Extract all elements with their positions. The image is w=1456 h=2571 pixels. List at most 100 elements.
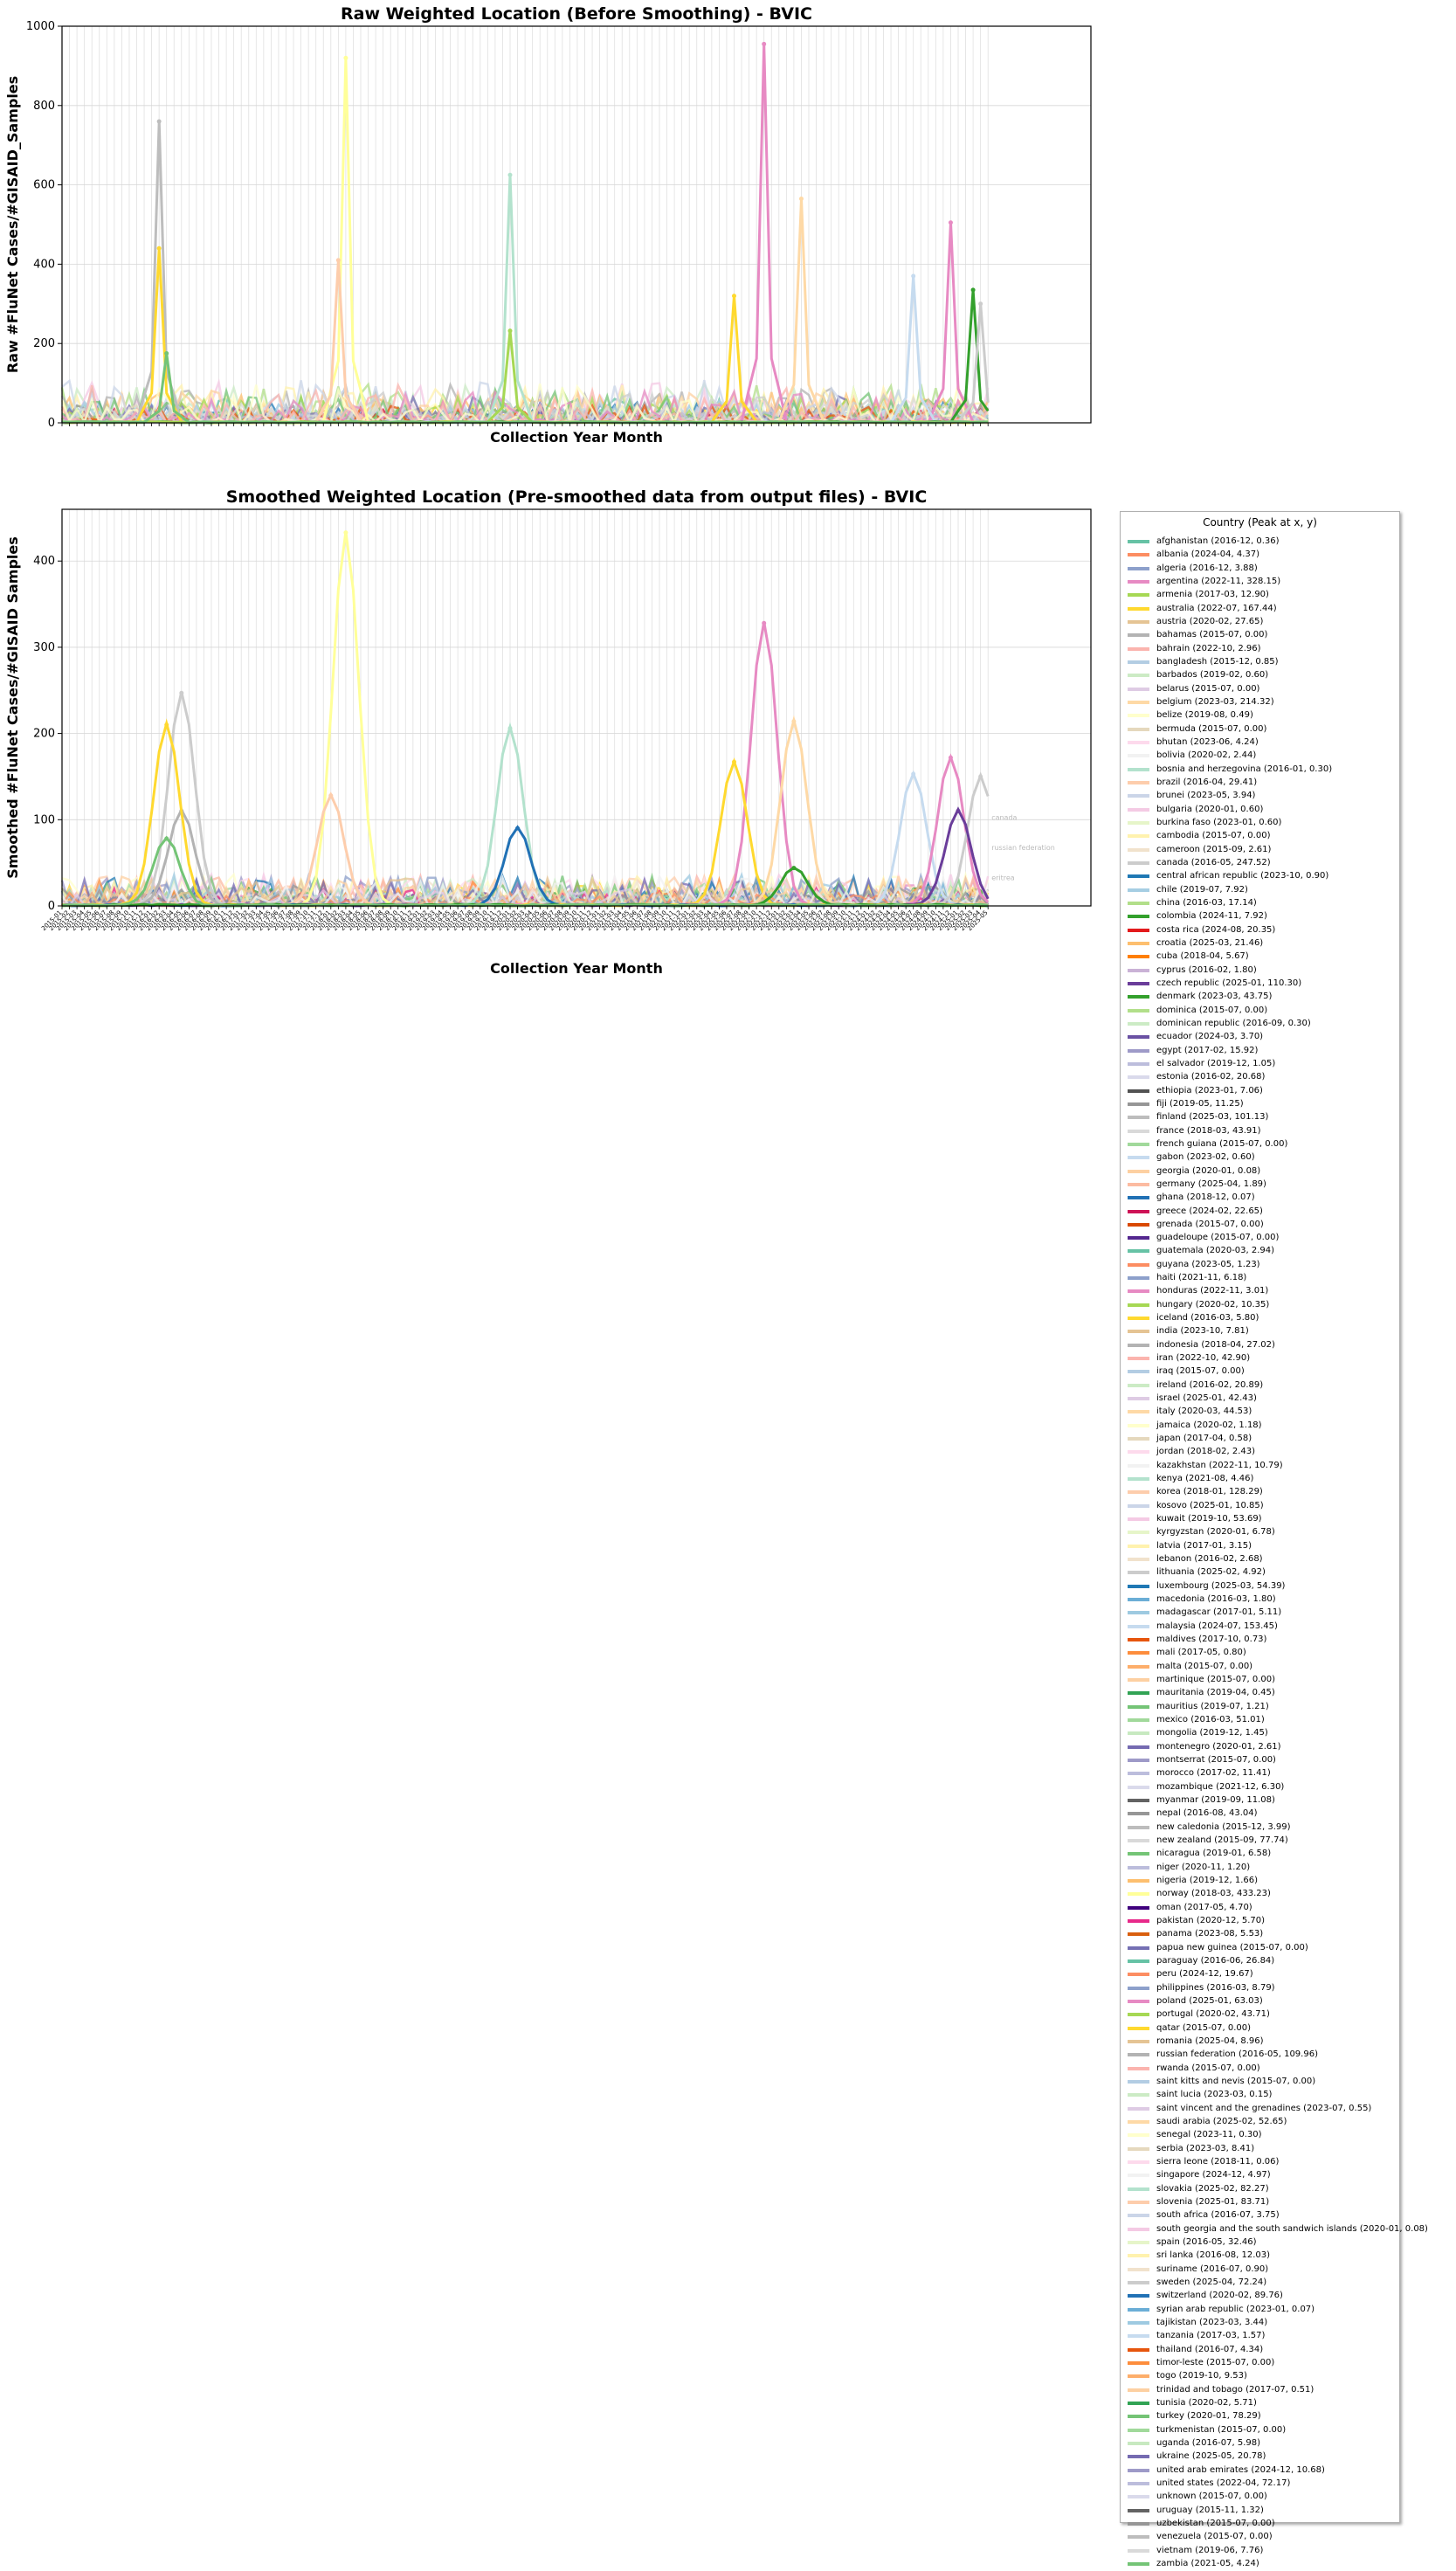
legend-label: barbados (2019-02, 0.60) — [1156, 670, 1269, 681]
legend-label: south georgia and the south sandwich isl… — [1156, 2223, 1428, 2234]
peak-point-argentina — [762, 620, 767, 625]
legend-swatch — [1128, 633, 1149, 638]
legend-label: saint lucia (2023-03, 0.15) — [1156, 2090, 1273, 2100]
axes-frame — [61, 25, 1092, 424]
legend-swatch — [1128, 2455, 1149, 2459]
legend-swatch — [1128, 1249, 1149, 1254]
legend-item: cyprus (2016-02, 1.80) — [1128, 964, 1257, 978]
legend-swatch — [1128, 1812, 1149, 1816]
legend-label: kenya (2021-08, 4.46) — [1156, 1474, 1254, 1484]
legend-item: lithuania (2025-02, 4.92) — [1128, 1565, 1266, 1579]
legend-swatch — [1128, 1343, 1149, 1347]
legend-item: kyrgyzstan (2020-01, 6.78) — [1128, 1525, 1275, 1539]
legend-swatch — [1128, 714, 1149, 718]
legend-swatch — [1128, 2093, 1149, 2098]
legend-swatch — [1128, 860, 1149, 865]
legend-swatch — [1128, 1759, 1149, 1763]
legend-item: china (2016-03, 17.14) — [1128, 896, 1257, 910]
legend-swatch — [1128, 1731, 1149, 1736]
legend-swatch — [1128, 1303, 1149, 1307]
legend-swatch — [1128, 874, 1149, 879]
legend-label: mexico (2016-03, 51.01) — [1156, 1715, 1265, 1725]
legend-item: ethiopia (2023-01, 7.06) — [1128, 1084, 1263, 1098]
legend-label: saint kitts and nevis (2015-07, 0.00) — [1156, 2076, 1316, 2086]
legend-item: armenia (2017-03, 12.90) — [1128, 588, 1269, 602]
legend-swatch — [1128, 794, 1149, 798]
legend-swatch — [1128, 2508, 1149, 2512]
legend-item: saudi arabia (2025-02, 52.65) — [1128, 2115, 1287, 2129]
legend-label: india (2023-10, 7.81) — [1156, 1326, 1249, 1337]
legend-item: czech republic (2025-01, 110.30) — [1128, 977, 1301, 991]
legend-swatch — [1128, 1116, 1149, 1120]
legend-swatch — [1128, 593, 1149, 598]
y-tick-label: 400 — [33, 258, 55, 271]
legend-swatch — [1128, 981, 1149, 985]
legend-swatch — [1128, 1558, 1149, 1562]
legend-swatch — [1128, 1021, 1149, 1026]
legend-item: mongolia (2019-12, 1.45) — [1128, 1726, 1268, 1740]
legend-swatch — [1128, 1638, 1149, 1642]
legend-item: iraq (2015-07, 0.00) — [1128, 1365, 1245, 1379]
peak-point-denmark — [791, 866, 797, 871]
legend-label: iceland (2016-03, 5.80) — [1156, 1313, 1259, 1324]
legend-item: paraguay (2016-06, 26.84) — [1128, 1954, 1274, 1968]
legend-label: jordan (2018-02, 2.43) — [1156, 1447, 1256, 1457]
legend-item: iceland (2016-03, 5.80) — [1128, 1311, 1259, 1325]
legend-swatch — [1128, 2415, 1149, 2419]
legend-swatch — [1128, 928, 1149, 932]
legend-swatch — [1128, 727, 1149, 731]
legend-label: tanzania (2017-03, 1.57) — [1156, 2331, 1266, 2341]
legend-label: egypt (2017-02, 15.92) — [1156, 1045, 1259, 1055]
legend-swatch — [1128, 2428, 1149, 2432]
legend-label: italy (2020-03, 44.53) — [1156, 1406, 1252, 1417]
legend-label: ghana (2018-12, 0.07) — [1156, 1192, 1255, 1203]
legend-label: croatia (2025-03, 21.46) — [1156, 937, 1264, 948]
legend-label: hungary (2020-02, 10.35) — [1156, 1299, 1270, 1310]
legend-swatch — [1128, 1397, 1149, 1401]
y-tick-label: 400 — [33, 555, 55, 568]
legend-swatch — [1128, 1423, 1149, 1427]
legend-swatch — [1128, 1437, 1149, 1441]
legend-swatch — [1128, 1772, 1149, 1776]
legend-swatch — [1128, 1169, 1149, 1173]
legend-swatch — [1128, 1450, 1149, 1455]
legend-label: slovenia (2025-01, 83.71) — [1156, 2196, 1270, 2207]
legend-item: panama (2023-08, 5.53) — [1128, 1927, 1263, 1941]
peak-point-iceland — [164, 722, 169, 728]
legend-label: serbia (2023-03, 8.41) — [1156, 2143, 1255, 2153]
legend-swatch — [1128, 1544, 1149, 1548]
legend-item: syrian arab republic (2023-01, 0.07) — [1128, 2303, 1315, 2317]
peak-point-kenya — [507, 172, 513, 177]
legend-swatch — [1128, 1262, 1149, 1267]
chart-title: Raw Weighted Location (Before Smoothing)… — [341, 4, 812, 24]
legend-label: china (2016-03, 17.14) — [1156, 897, 1257, 908]
legend-label: malaysia (2024-07, 153.45) — [1156, 1621, 1278, 1631]
legend-item: norway (2018-03, 433.23) — [1128, 1887, 1271, 1901]
legend-label: guatemala (2020-03, 2.94) — [1156, 1246, 1275, 1256]
legend-item: mali (2017-05, 0.80) — [1128, 1646, 1246, 1660]
legend-item: bangladesh (2015-12, 0.85) — [1128, 655, 1279, 669]
series-annotation: canada — [991, 813, 1017, 821]
legend-item: bahamas (2015-07, 0.00) — [1128, 628, 1267, 642]
legend-item: latvia (2017-01, 3.15) — [1128, 1539, 1252, 1553]
legend-label: jamaica (2020-02, 1.18) — [1156, 1420, 1262, 1430]
legend-item: pakistan (2020-12, 5.70) — [1128, 1914, 1265, 1928]
peak-point-australia — [732, 759, 736, 764]
legend-item: tajikistan (2023-03, 3.44) — [1128, 2316, 1267, 2330]
legend-item: suriname (2016-07, 0.90) — [1128, 2263, 1268, 2277]
peak-point-korea — [328, 793, 334, 798]
peak-point-malaysia — [911, 771, 916, 777]
legend-item: australia (2022-07, 167.44) — [1128, 602, 1277, 616]
legend-item: qatar (2015-07, 0.00) — [1128, 2022, 1251, 2035]
legend-swatch — [1128, 2106, 1149, 2111]
legend-item: kazakhstan (2022-11, 10.79) — [1128, 1459, 1283, 1473]
legend-label: iran (2022-10, 42.90) — [1156, 1353, 1251, 1364]
legend-swatch — [1128, 1317, 1149, 1321]
legend-label: algeria (2016-12, 3.88) — [1156, 563, 1258, 573]
legend-swatch — [1128, 1718, 1149, 1723]
legend-item: denmark (2023-03, 43.75) — [1128, 990, 1272, 1004]
legend-label: singapore (2024-12, 4.97) — [1156, 2170, 1271, 2181]
y-tick-label: 600 — [33, 179, 55, 192]
legend-item: montserrat (2015-07, 0.00) — [1128, 1753, 1276, 1767]
legend-swatch — [1128, 2280, 1149, 2284]
